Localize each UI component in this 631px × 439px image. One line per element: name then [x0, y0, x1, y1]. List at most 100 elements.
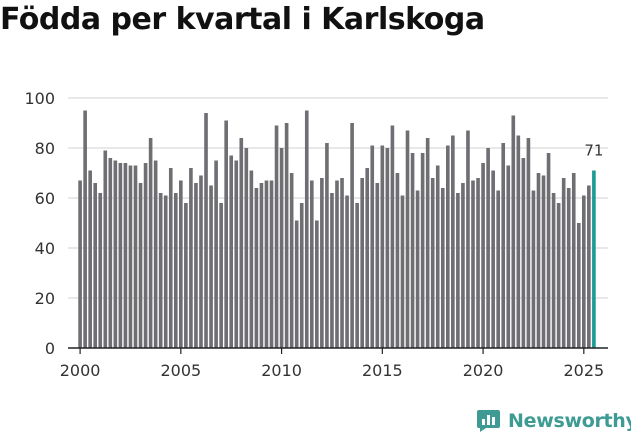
bar[interactable]	[184, 203, 188, 348]
bar[interactable]	[541, 175, 546, 349]
bar[interactable]	[214, 160, 218, 349]
bar[interactable]	[335, 180, 339, 349]
bar[interactable]	[325, 143, 329, 348]
bar[interactable]	[420, 153, 425, 348]
bar[interactable]	[430, 178, 435, 348]
bar[interactable]	[179, 180, 183, 349]
bar[interactable]	[446, 145, 450, 349]
bar[interactable]	[168, 168, 173, 348]
bar[interactable]	[83, 110, 87, 349]
bar[interactable]	[294, 220, 299, 349]
bar[interactable]	[526, 138, 531, 348]
bar[interactable]	[395, 173, 400, 348]
bar[interactable]	[587, 185, 591, 349]
bar[interactable]	[189, 168, 193, 348]
bar[interactable]	[536, 173, 541, 348]
bar[interactable]	[375, 183, 380, 348]
bar[interactable]	[566, 188, 571, 348]
bar[interactable]	[304, 110, 309, 349]
bar[interactable]	[355, 203, 359, 348]
newsworthy-logo[interactable]: Newsworthy	[476, 408, 631, 433]
bar[interactable]	[350, 123, 354, 348]
bar[interactable]	[435, 165, 440, 349]
bar[interactable]	[118, 163, 123, 348]
bar[interactable]	[390, 125, 395, 349]
bar[interactable]	[93, 183, 98, 348]
bar[interactable]	[521, 158, 526, 348]
bar[interactable]	[415, 190, 420, 349]
bar[interactable]	[103, 150, 108, 349]
bar[interactable]	[471, 180, 475, 349]
bar[interactable]	[511, 115, 516, 349]
bar[interactable]	[148, 138, 153, 348]
bar[interactable]	[153, 160, 158, 349]
bar[interactable]	[556, 203, 561, 348]
bar[interactable]	[254, 188, 259, 348]
bar[interactable]	[158, 193, 163, 348]
bar[interactable]	[405, 130, 410, 349]
bar[interactable]	[451, 135, 455, 349]
bar[interactable]	[481, 163, 485, 348]
bar[interactable]	[340, 178, 344, 348]
bar[interactable]	[264, 180, 269, 349]
bar[interactable]	[546, 153, 551, 348]
bar[interactable]	[229, 155, 234, 349]
bar[interactable]	[259, 183, 264, 348]
bar[interactable]	[456, 193, 460, 348]
bar[interactable]	[561, 178, 566, 348]
bar[interactable]	[486, 148, 490, 348]
bar[interactable]	[476, 178, 480, 348]
bar[interactable]	[88, 170, 92, 349]
bar[interactable]	[551, 193, 556, 348]
bar[interactable]	[239, 138, 244, 348]
bar[interactable]	[163, 195, 168, 349]
bar[interactable]	[224, 120, 228, 349]
bar[interactable]	[219, 203, 223, 348]
bar[interactable]	[133, 165, 138, 349]
bar[interactable]	[315, 220, 319, 349]
bar[interactable]	[113, 160, 118, 349]
bar[interactable]	[128, 165, 133, 349]
bar[interactable]	[380, 145, 385, 349]
bar[interactable]	[199, 175, 203, 349]
bar[interactable]	[284, 123, 289, 348]
bar[interactable]	[385, 148, 390, 348]
bar[interactable]	[400, 195, 405, 349]
bar[interactable]	[269, 180, 274, 349]
bar[interactable]	[244, 148, 249, 348]
bar[interactable]	[360, 178, 364, 348]
bar[interactable]	[299, 203, 304, 348]
bar[interactable]	[531, 190, 536, 349]
bar[interactable]	[506, 165, 511, 349]
bar[interactable]	[330, 193, 334, 348]
bar[interactable]	[108, 158, 113, 348]
bar[interactable]	[274, 125, 279, 349]
bar[interactable]	[440, 188, 445, 348]
bar[interactable]	[209, 185, 213, 349]
bar[interactable]	[571, 173, 576, 348]
bar[interactable]	[123, 163, 128, 348]
bar[interactable]	[582, 195, 586, 349]
bar[interactable]	[143, 163, 148, 348]
bar[interactable]	[78, 180, 82, 349]
bar[interactable]	[194, 183, 198, 348]
bar[interactable]	[98, 193, 103, 348]
bar[interactable]	[320, 178, 324, 348]
bar-highlight[interactable]	[592, 170, 596, 349]
bar[interactable]	[138, 183, 143, 348]
bar[interactable]	[501, 143, 506, 348]
bar[interactable]	[491, 170, 495, 349]
bar[interactable]	[173, 193, 178, 348]
bar[interactable]	[410, 153, 415, 348]
bar[interactable]	[425, 138, 430, 348]
bar[interactable]	[204, 113, 208, 348]
bar[interactable]	[289, 173, 294, 348]
bar[interactable]	[279, 148, 284, 348]
bar[interactable]	[309, 180, 314, 349]
bar[interactable]	[365, 168, 370, 348]
bar[interactable]	[249, 170, 254, 349]
bar[interactable]	[461, 183, 465, 348]
bar[interactable]	[516, 135, 521, 349]
bar[interactable]	[466, 130, 470, 349]
bar[interactable]	[576, 223, 581, 348]
